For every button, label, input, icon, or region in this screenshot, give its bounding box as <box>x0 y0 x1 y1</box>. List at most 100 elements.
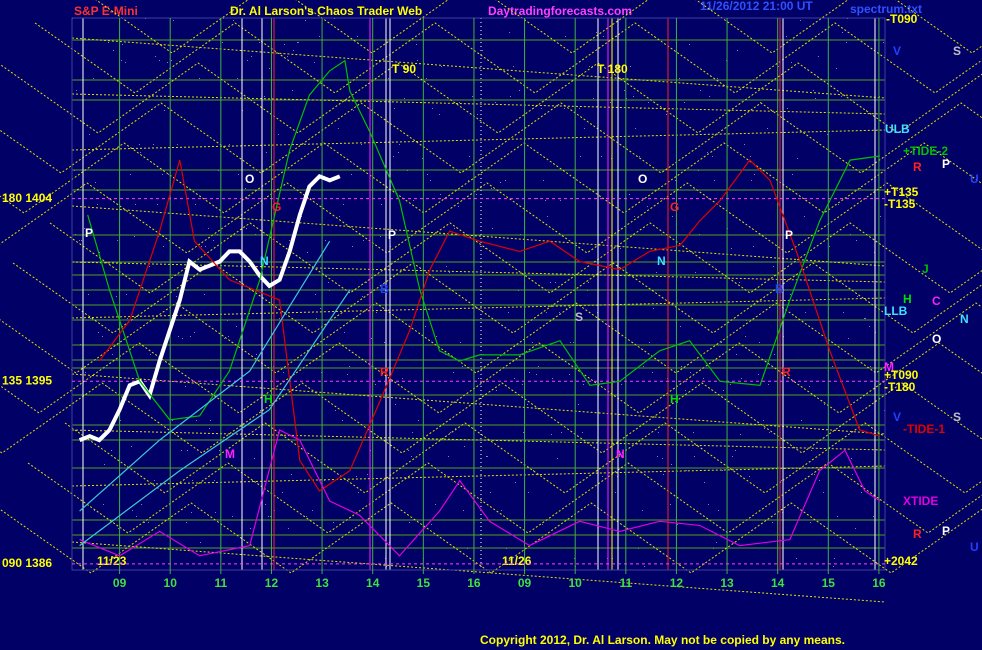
dot <box>860 188 861 189</box>
dot <box>315 294 316 295</box>
annotation: U <box>970 172 979 186</box>
dot <box>601 156 602 157</box>
dot <box>353 110 354 111</box>
annotation: +2042 <box>884 554 918 568</box>
dot <box>209 428 210 429</box>
annotation: R <box>380 365 389 379</box>
dot <box>619 456 620 457</box>
dot <box>111 450 112 451</box>
x-tick-label: 10 <box>164 576 178 590</box>
dot <box>446 266 447 267</box>
annotation: B <box>775 282 784 296</box>
dot <box>764 428 765 429</box>
dot <box>514 378 515 379</box>
annotation: B <box>380 282 389 296</box>
dot <box>759 342 760 343</box>
dot <box>268 516 269 517</box>
dot <box>127 318 128 319</box>
dot <box>857 296 858 297</box>
dot <box>712 156 713 157</box>
dot <box>247 60 248 61</box>
dot <box>675 180 676 181</box>
dot <box>633 96 634 97</box>
dot <box>658 432 659 433</box>
dot <box>842 32 843 33</box>
dot <box>560 200 561 201</box>
dot <box>196 420 197 421</box>
dot <box>755 446 756 447</box>
dot <box>95 182 96 183</box>
dot <box>254 458 255 459</box>
dot <box>492 228 493 229</box>
dot <box>409 522 410 523</box>
dot <box>827 134 828 135</box>
annotation: P <box>942 157 950 171</box>
dot <box>644 566 645 567</box>
dot <box>233 20 234 21</box>
dot <box>573 342 574 343</box>
dot <box>344 332 345 333</box>
dot <box>879 96 880 97</box>
dot <box>791 62 792 63</box>
dot <box>162 174 163 175</box>
dot <box>320 308 321 309</box>
copyright: Copyright 2012, Dr. Al Larson. May not b… <box>480 633 845 647</box>
dot <box>367 474 368 475</box>
dot <box>485 248 486 249</box>
dot <box>279 318 280 319</box>
dot <box>768 384 769 385</box>
dot <box>810 522 811 523</box>
dot <box>293 50 294 51</box>
annotation: R <box>782 365 791 379</box>
dot <box>321 372 322 373</box>
annotation: +T090 <box>884 368 919 382</box>
dot <box>542 524 543 525</box>
dot <box>569 374 570 375</box>
dot <box>158 236 159 237</box>
legend-label: -TIDE-1 <box>903 422 945 436</box>
dot <box>809 386 810 387</box>
cycle-line <box>34 22 982 94</box>
dot <box>559 312 560 313</box>
annotation: R <box>913 160 922 174</box>
dot <box>744 144 745 145</box>
cycle-line <box>71 297 886 319</box>
dot <box>533 470 534 471</box>
dot <box>84 228 85 229</box>
dot <box>843 312 844 313</box>
dot <box>838 204 839 205</box>
dot <box>455 428 456 429</box>
dot <box>880 216 881 217</box>
cycle-line <box>64 422 982 494</box>
dot <box>200 542 201 543</box>
dot <box>510 96 511 97</box>
dot <box>772 522 773 523</box>
dot <box>815 98 816 99</box>
dot <box>681 366 682 367</box>
dot <box>814 474 815 475</box>
dot <box>767 128 768 129</box>
dot <box>363 240 364 241</box>
forecast-line <box>98 159 881 492</box>
dot <box>112 354 113 355</box>
dot <box>79 240 80 241</box>
dot <box>125 62 126 63</box>
dot <box>869 326 870 327</box>
dot <box>316 318 317 319</box>
dot <box>418 420 419 421</box>
dot <box>324 480 325 481</box>
dot <box>532 342 533 343</box>
dot <box>703 378 704 379</box>
dot <box>440 194 441 195</box>
dot <box>486 456 487 457</box>
dot <box>120 420 121 421</box>
dot <box>579 108 580 109</box>
x-tick-label: 16 <box>467 576 481 590</box>
dot <box>431 524 432 525</box>
dot <box>513 66 514 67</box>
dot <box>89 134 90 135</box>
dot <box>739 282 740 283</box>
dot <box>476 194 477 195</box>
dot <box>330 90 331 91</box>
dot <box>375 384 376 385</box>
